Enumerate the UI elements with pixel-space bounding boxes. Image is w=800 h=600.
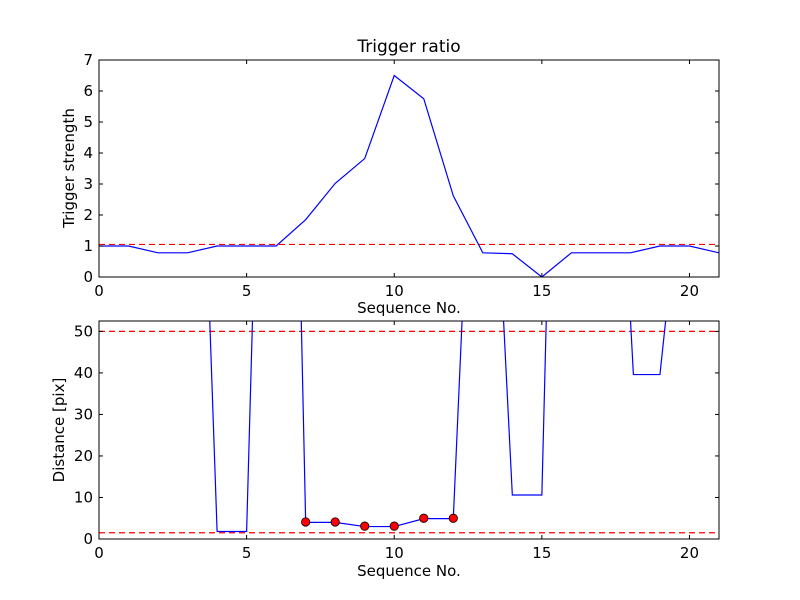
data-point-marker — [301, 517, 311, 527]
chart-trigger-ratio: Trigger ratio 0 5 10 15 20 0 1 2 3 4 5 6 7 Sequence … — [60, 37, 720, 317]
y-axis-label: Trigger strength — [60, 108, 78, 229]
y-tick-label: 4 — [83, 144, 93, 162]
x-axis-label: Sequence No. — [357, 299, 461, 317]
y-tick-label: 0 — [83, 268, 93, 286]
x-axis-label: Sequence No. — [357, 562, 461, 580]
data-point-marker — [360, 521, 370, 531]
y-tick-label: 20 — [74, 447, 93, 465]
data-point-marker — [419, 513, 429, 523]
chart-distance: 0 5 10 15 20 0 10 20 30 40 50 Sequence No. Distanc… — [50, 320, 720, 580]
y-tick-label: 2 — [83, 206, 93, 224]
data-point-marker — [448, 513, 458, 523]
y-tick-label: 30 — [74, 405, 93, 423]
y-axis-label: Distance [pix] — [50, 378, 68, 483]
y-tick-label: 1 — [83, 237, 93, 255]
y-tick-label: 5 — [83, 113, 93, 131]
plot-area-frame — [98, 59, 720, 278]
chart-title: Trigger ratio — [356, 37, 460, 57]
x-tick-label: 5 — [242, 282, 252, 300]
y-tick-label: 40 — [74, 364, 93, 382]
x-tick-label: 0 — [94, 282, 104, 300]
x-tick-label: 15 — [532, 282, 551, 300]
x-tick-label: 0 — [94, 544, 104, 562]
series-line — [209, 321, 667, 533]
x-tick-label: 10 — [385, 282, 404, 300]
x-tick-label: 15 — [532, 544, 551, 562]
plot-area-frame — [98, 320, 720, 540]
y-tick-label: 0 — [83, 530, 93, 548]
x-tick-label: 5 — [242, 544, 252, 562]
x-tick-label: 20 — [680, 282, 699, 300]
x-tick-label: 10 — [385, 544, 404, 562]
y-tick-label: 3 — [83, 175, 93, 193]
data-point-marker — [330, 517, 340, 527]
y-tick-label: 7 — [83, 51, 93, 69]
data-point-marker — [389, 521, 399, 531]
y-tick-label: 10 — [74, 488, 93, 506]
y-tick-label: 6 — [83, 82, 93, 100]
x-tick-label: 20 — [680, 544, 699, 562]
series-line — [99, 74, 719, 277]
y-tick-label: 50 — [74, 322, 93, 340]
